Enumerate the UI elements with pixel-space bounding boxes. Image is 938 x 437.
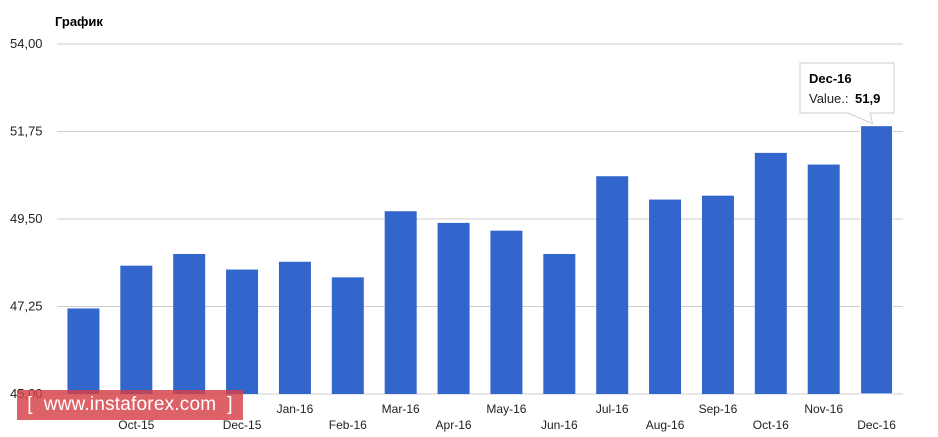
bars xyxy=(67,125,894,395)
bar-May-16[interactable] xyxy=(490,230,523,394)
bar-Dec-15[interactable] xyxy=(226,269,259,394)
tooltip: Dec-16 Value.: 51,9 xyxy=(799,62,895,125)
bar-Apr-16[interactable] xyxy=(437,222,470,394)
x-tick-label: Nov-16 xyxy=(804,402,843,416)
y-tick-label: 49,50 xyxy=(10,211,43,226)
bar-Nov-15[interactable] xyxy=(173,254,206,394)
x-tick-label: Jun-16 xyxy=(541,418,578,432)
tooltip-category: Dec-16 xyxy=(809,71,852,86)
y-tick-label: 51,75 xyxy=(10,124,43,139)
bar-Jul-16[interactable] xyxy=(596,176,629,394)
watermark: [ www.instaforex.com ] xyxy=(17,390,243,420)
x-tick-label: Aug-16 xyxy=(646,418,685,432)
x-tick-label: Feb-16 xyxy=(329,418,367,432)
y-tick-label: 54,00 xyxy=(10,36,43,51)
x-tick-label: May-16 xyxy=(486,402,526,416)
x-tick-label: Apr-16 xyxy=(436,418,472,432)
bar-Oct-15[interactable] xyxy=(120,265,153,394)
tooltip-label: Value.: xyxy=(809,91,849,106)
bar-Jun-16[interactable] xyxy=(543,254,576,394)
tooltip-box xyxy=(799,62,895,125)
bar-Sep-15[interactable] xyxy=(67,308,100,394)
bar-Jan-16[interactable] xyxy=(278,261,311,394)
x-tick-label: Jan-16 xyxy=(277,402,314,416)
bar-Nov-16[interactable] xyxy=(807,164,840,394)
bar-Aug-16[interactable] xyxy=(649,199,682,394)
x-tick-label: Jul-16 xyxy=(596,402,629,416)
bar-Mar-16[interactable] xyxy=(384,211,417,394)
x-tick-label: Oct-15 xyxy=(118,418,154,432)
x-tick-label: Mar-16 xyxy=(382,402,420,416)
x-tick-label: Dec-16 xyxy=(857,418,896,432)
tooltip-value: 51,9 xyxy=(855,91,880,106)
bar-Feb-16[interactable] xyxy=(331,277,364,394)
bar-Dec-16[interactable] xyxy=(860,125,894,395)
chart-title: График xyxy=(55,14,103,29)
bar-Sep-16[interactable] xyxy=(701,195,734,394)
y-tick-label: 47,25 xyxy=(10,299,43,314)
x-axis-ticks: Oct-15 Dec-15 Jan-16 Feb-16 Mar-16 Apr-16 May-… xyxy=(118,402,896,432)
x-tick-label: Oct-16 xyxy=(753,418,789,432)
x-tick-label: Dec-15 xyxy=(223,418,262,432)
x-tick-label: Sep-16 xyxy=(699,402,738,416)
bar-Oct-16[interactable] xyxy=(754,152,787,394)
